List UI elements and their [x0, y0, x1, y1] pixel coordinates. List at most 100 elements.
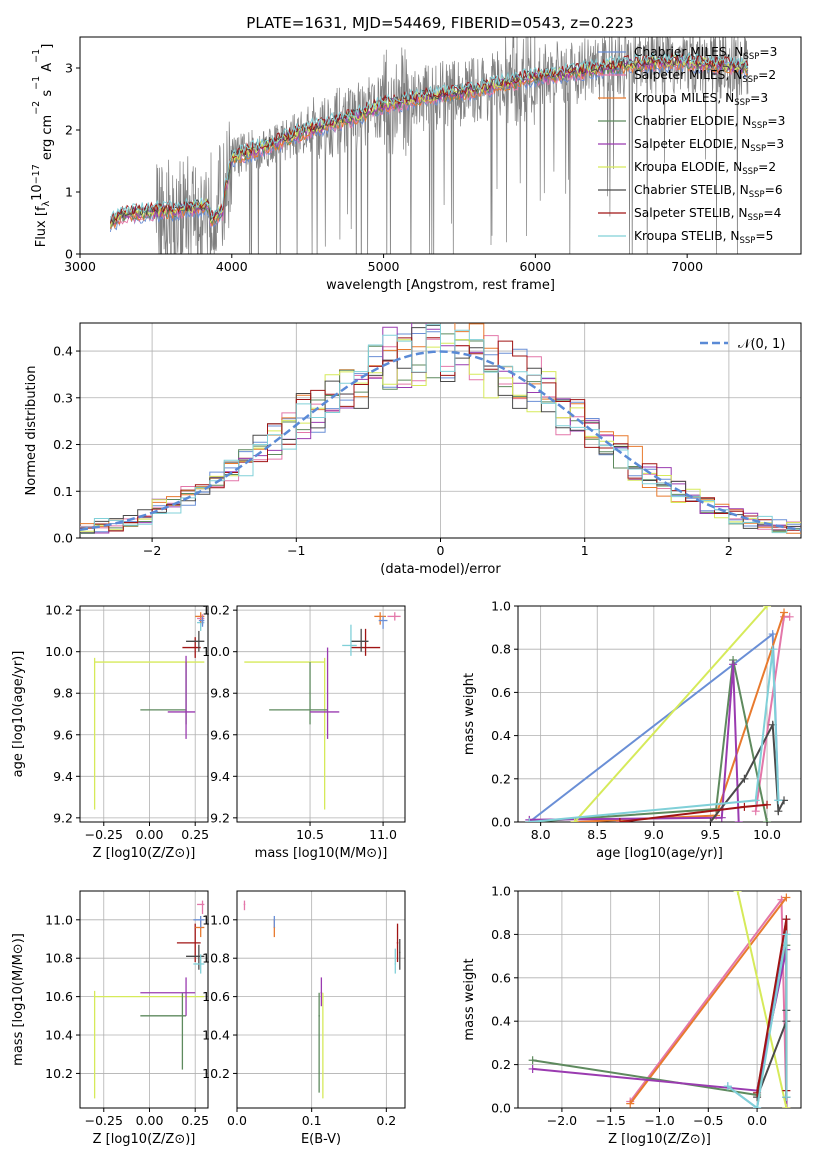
x-axis-label: Z [log10(Z/Z⊙)]: [93, 1132, 196, 1147]
error-bars: [93, 612, 205, 810]
legend-entry: Salpeter STELIB, NSSP=4: [598, 206, 782, 223]
y-axis-label: mass weight: [462, 673, 477, 755]
svg-text:Salpeter ELODIE, NSSP=3: Salpeter ELODIE, NSSP=3: [634, 137, 784, 154]
y-tick-label: 10.2: [45, 603, 73, 618]
weight-marker: [768, 645, 777, 654]
x-tick-label: −1.0: [644, 1113, 674, 1128]
legend-entry: Chabrier STELIB, NSSP=6: [598, 183, 783, 200]
y-axis-label: Normed distribution: [24, 366, 39, 496]
error-bar-point: [374, 612, 387, 625]
axes-frame: [236, 890, 406, 1109]
panel-mass-vs-extinction: 0.0 0.1 0.2 10.2 10.4 10.6 10.8 11.0 E(B-V): [202, 890, 406, 1147]
x-axis-label: E(B-V): [301, 1132, 341, 1147]
gaussian-curve: [80, 350, 801, 532]
x-tick-label: 0.1: [302, 1113, 322, 1128]
x-tick-label: 0.00: [136, 1113, 164, 1128]
x-tick-label: 3000: [64, 259, 96, 274]
y-tick-label: 0.6: [491, 685, 511, 700]
legend-entry: Chabrier ELODIE, NSSP=3: [598, 114, 785, 131]
x-axis-label: wavelength [Angstrom, rest frame]: [326, 278, 555, 293]
weight-marker: [723, 1082, 732, 1091]
y-tick-label: 0.2: [491, 1057, 511, 1072]
y-tick-label: 10.2: [202, 603, 230, 618]
error-bar-point: [193, 915, 205, 928]
weight-marker: [768, 630, 777, 639]
y-tick-label: 9.2: [210, 810, 230, 825]
x-tick-label: 8.5: [587, 827, 607, 842]
y-tick-label: 0.0: [491, 815, 511, 830]
weight-series: [723, 930, 791, 1108]
y-tick-label: 0.6: [491, 970, 511, 985]
y-tick-label: 10.8: [202, 951, 230, 966]
weight-lines: [525, 606, 794, 822]
x-tick-label: 10.5: [296, 827, 324, 842]
x-axis-label: (data-model)/error: [380, 562, 501, 577]
weight-marker: [774, 807, 783, 816]
weight-marker: [733, 891, 742, 895]
weight-marker: [729, 660, 738, 669]
legend-entry: Kroupa MILES, NSSP=3: [598, 91, 768, 108]
y-tick-label: 10.8: [45, 951, 73, 966]
x-tick-label: 11.0: [369, 827, 397, 842]
y-tick-label: 0.4: [491, 728, 511, 743]
weight-marker: [782, 893, 791, 902]
y-tick-label: 2: [65, 123, 73, 138]
weight-marker: [740, 802, 749, 811]
y-tick-label: 0.8: [491, 642, 511, 657]
y-tick-label: 1.0: [491, 599, 511, 614]
y-tick-label: 9.4: [53, 769, 73, 784]
error-bar-point: [394, 948, 397, 974]
svg-text:Kroupa STELIB, NSSP=5: Kroupa STELIB, NSSP=5: [634, 229, 773, 246]
x-axis-label: mass [log10(M/M⊙)]: [255, 846, 388, 861]
error-bar-point: [318, 992, 320, 1093]
svg-text:Kroupa MILES, NSSP=3: Kroupa MILES, NSSP=3: [634, 91, 768, 108]
histogram-legend: 𝒩(0, 1): [700, 337, 785, 352]
weight-marker: [626, 1099, 635, 1108]
y-tick-label: 1.0: [491, 884, 511, 899]
panel-residual-histogram: −2 −1 0 1 2 0.0 0.1 0.2 0.3 0.4 (data-model)/error…: [24, 322, 802, 577]
error-bars: [243, 900, 401, 1099]
error-bars: [93, 900, 205, 1099]
weight-marker: [751, 796, 760, 805]
y-tick-label: 9.6: [53, 727, 73, 742]
histogram-series: [80, 323, 801, 534]
weight-series: [570, 606, 772, 822]
figure-title: PLATE=1631, MJD=54469, FIBERID=0543, z=0…: [246, 14, 633, 32]
error-bar-point: [396, 923, 399, 963]
axes-frame: [517, 890, 802, 1109]
y-tick-label: 3: [65, 61, 73, 76]
x-tick-label: −0.25: [85, 827, 123, 842]
y-tick-label: 10.2: [45, 1066, 73, 1081]
y-tick-label: 10.0: [45, 644, 73, 659]
weight-marker: [763, 800, 772, 809]
axes-frame: [79, 605, 209, 823]
y-tick-label: 10.0: [202, 644, 230, 659]
weight-series: [615, 800, 772, 822]
error-bar-point: [140, 977, 196, 1016]
weight-series: [525, 660, 743, 822]
error-bar-point: [193, 954, 205, 974]
legend-entry: Salpeter MILES, NSSP=2: [598, 68, 776, 85]
y-tick-label: 0.4: [53, 344, 73, 359]
x-axis-label: age [log10(age/yr)]: [596, 846, 723, 861]
x-tick-label: −0.25: [85, 1113, 123, 1128]
svg-text:Chabrier MILES, NSSP=3: Chabrier MILES, NSSP=3: [634, 45, 777, 62]
weight-marker: [782, 1104, 791, 1108]
weight-series: [570, 608, 789, 822]
error-bar-point: [350, 628, 381, 656]
error-bar-point: [198, 616, 205, 627]
x-tick-label: −0.5: [693, 1113, 723, 1128]
error-bar-point: [399, 939, 401, 970]
y-tick-label: 0: [65, 247, 73, 262]
y-tick-label: 11.0: [202, 912, 230, 927]
weight-marker: [706, 818, 715, 822]
panel-age-vs-metallicity: −0.25 0.00 0.25 9.2 9.4 9.6 9.8 10.0 10.2 Z [log1…: [11, 603, 209, 861]
y-tick-label: 10.2: [202, 1066, 230, 1081]
model-spectrum-line: [109, 52, 749, 221]
x-tick-label: 0.25: [181, 1113, 209, 1128]
weight-marker: [782, 1093, 791, 1102]
y-tick-label: 9.2: [53, 810, 73, 825]
model-spectrum-line: [109, 54, 749, 227]
y-tick-label: 9.8: [210, 686, 230, 701]
x-axis-label: Z [log10(Z/Z⊙)]: [608, 1132, 711, 1147]
